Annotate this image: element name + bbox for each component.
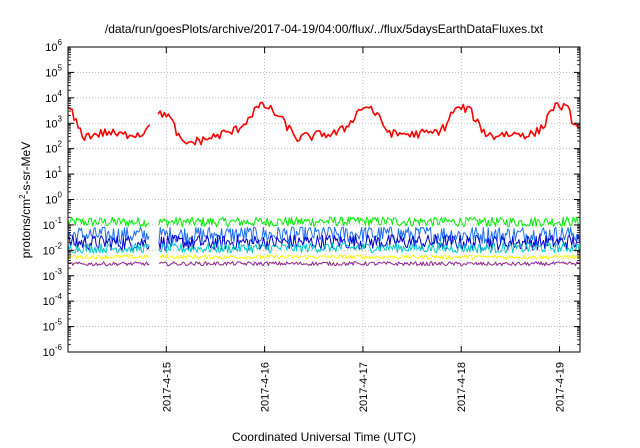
series-line [67, 242, 580, 254]
y-tick-label: 10-3 [43, 267, 63, 283]
y-tick-base: 10 [43, 296, 55, 308]
y-tick-base: 10 [43, 220, 55, 232]
y-tick-base: 10 [45, 118, 57, 130]
y-tick-label: 10-6 [43, 343, 63, 359]
y-tick-label: 102 [45, 140, 62, 156]
series-line [67, 234, 580, 251]
y-tick-exponent: 3 [58, 114, 63, 123]
x-tick-label: 2017-4-15 [161, 362, 173, 412]
series-line [67, 254, 580, 260]
y-tick-base: 10 [45, 169, 57, 181]
y-tick-label: 106 [45, 38, 62, 54]
y-tick-label: 103 [45, 114, 62, 130]
x-tick-label: 2017-4-18 [456, 362, 468, 412]
y-tick-exponent: 6 [58, 38, 63, 47]
y-axis-label-prefix: protons/cm [19, 199, 33, 258]
y-tick-base: 10 [45, 195, 57, 207]
y-tick-exponent: 4 [58, 89, 63, 98]
y-tick-label: 10-4 [43, 292, 63, 308]
series-line [67, 261, 580, 267]
series-line [67, 101, 581, 146]
series-line [67, 226, 580, 245]
y-tick-exponent: 2 [58, 140, 63, 149]
y-tick-exponent: 1 [58, 165, 63, 174]
y-tick-label: 101 [45, 165, 62, 181]
y-tick-base: 10 [45, 67, 57, 79]
y-tick-exponent: -3 [55, 267, 63, 276]
y-tick-label: 104 [45, 89, 62, 105]
x-tick-label: 2017-4-19 [555, 362, 567, 412]
y-tick-base: 10 [43, 271, 55, 283]
x-axis-label: Coordinated Universal Time (UTC) [232, 430, 416, 444]
y-tick-exponent: -6 [55, 343, 63, 352]
y-tick-base: 10 [43, 347, 55, 359]
x-tick-label: 2017-4-16 [260, 362, 272, 412]
y-axis-label-superscript: 2 [18, 194, 27, 199]
y-tick-base: 10 [45, 93, 57, 105]
y-axis-label-suffix: -s-sr-MeV [19, 142, 33, 195]
y-tick-label: 10-1 [43, 216, 63, 232]
y-tick-base: 10 [43, 322, 55, 334]
y-tick-label: 10-2 [43, 241, 63, 257]
chart-title: /data/run/goesPlots/archive/2017-04-19/0… [105, 22, 544, 36]
y-tick-base: 10 [45, 144, 57, 156]
y-tick-label: 10-5 [43, 318, 63, 334]
y-tick-exponent: -5 [55, 318, 63, 327]
y-tick-exponent: 5 [58, 63, 63, 72]
y-axis-label: protons/cm2-s-sr-MeV [18, 142, 33, 258]
y-tick-exponent: -4 [55, 292, 63, 301]
y-tick-label: 100 [45, 191, 62, 207]
x-tick-label: 2017-4-17 [358, 362, 370, 412]
y-tick-exponent: 0 [58, 191, 63, 200]
y-tick-base: 10 [45, 42, 57, 54]
grid-lines [68, 47, 580, 352]
y-tick-exponent: -1 [55, 216, 63, 225]
y-tick-base: 10 [43, 245, 55, 257]
y-axis: 10-610-510-410-310-210-11001011021031041… [43, 38, 580, 359]
data-series [67, 101, 581, 267]
series-line [67, 216, 580, 228]
y-tick-label: 105 [45, 63, 62, 79]
x-axis: 2017-4-15 2017-4-16 2017-4-17 2017-4-18 2017… [161, 47, 567, 412]
y-tick-exponent: -2 [55, 241, 63, 250]
